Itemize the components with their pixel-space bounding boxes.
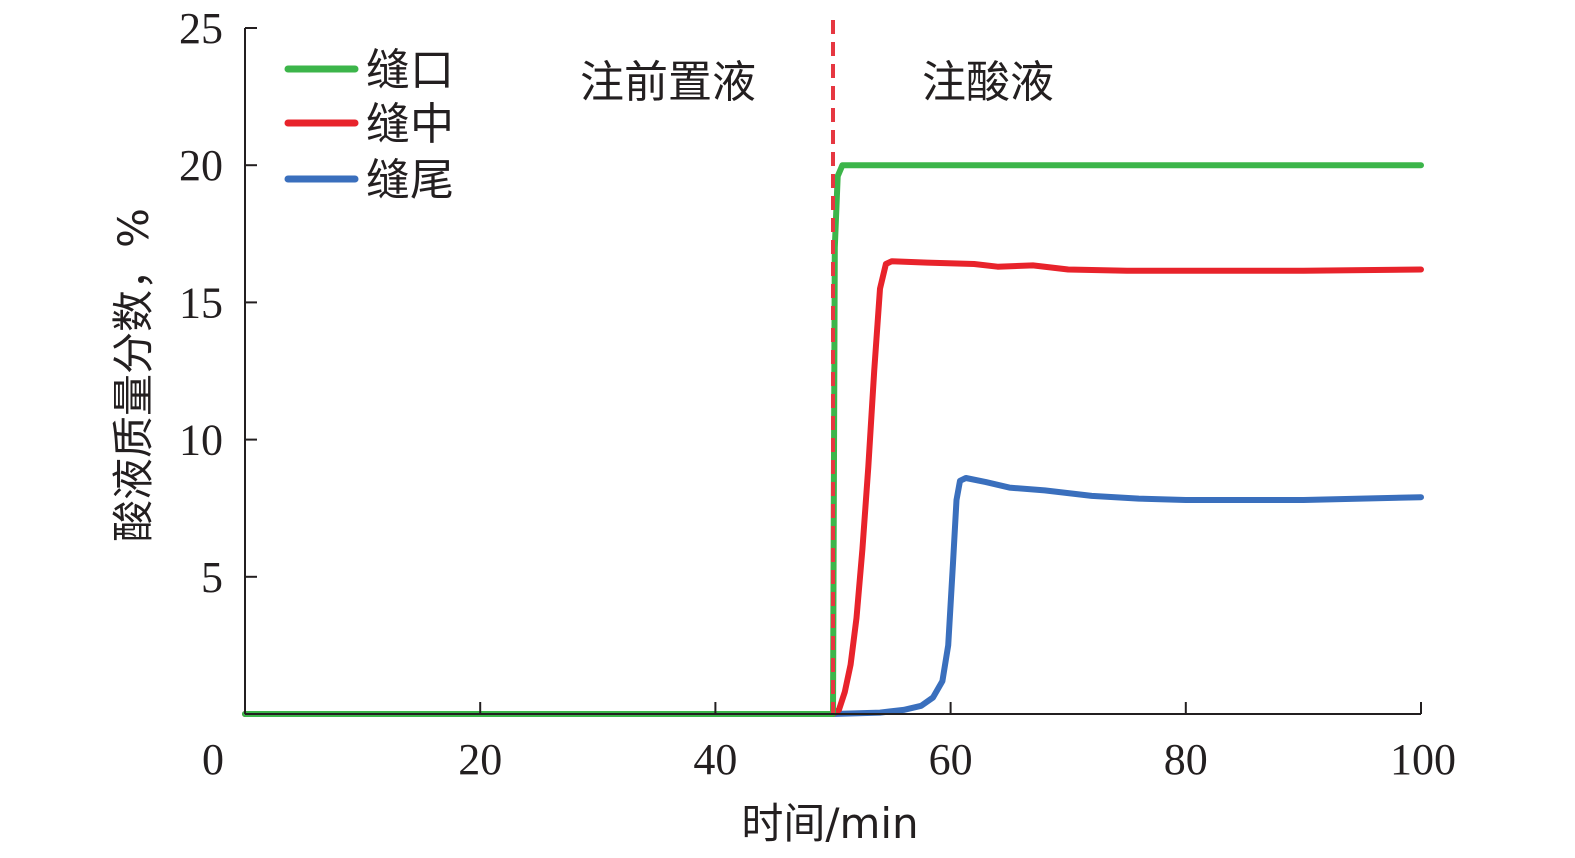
- axes-layer: [244, 27, 1422, 715]
- x-tick-label: 0: [202, 735, 224, 784]
- y-tick-label: 25: [179, 4, 223, 53]
- y-tick-label: 5: [201, 553, 223, 602]
- x-tick-label: 20: [458, 735, 502, 784]
- legend-label-2: 缝尾: [366, 155, 454, 206]
- legend-label-0: 缝口: [366, 45, 454, 96]
- region-label-1: 注酸液: [922, 57, 1054, 108]
- x-tick-label: 40: [693, 735, 737, 784]
- y-axis-title: 酸液质量分数，%: [109, 208, 158, 542]
- x-axis-title: 时间/min: [741, 799, 918, 848]
- series-line-2: [242, 475, 1424, 717]
- x-tick-label: 80: [1164, 735, 1208, 784]
- y-tick-label: 15: [179, 278, 223, 327]
- y-tick-label: 20: [179, 141, 223, 190]
- x-tick-label: 100: [1390, 735, 1456, 784]
- labels-layer: 0 20 40 60 80 100 5 10 15 20 25 时间/min 酸液质量分数，% 注前置液 注…: [109, 4, 1456, 848]
- series-layer: [242, 20, 1424, 717]
- series-line-1: [242, 258, 1424, 717]
- x-tick-label: 60: [929, 735, 973, 784]
- y-tick-label: 10: [179, 416, 223, 465]
- legend-label-1: 缝中: [366, 99, 454, 150]
- region-label-0: 注前置液: [580, 57, 756, 108]
